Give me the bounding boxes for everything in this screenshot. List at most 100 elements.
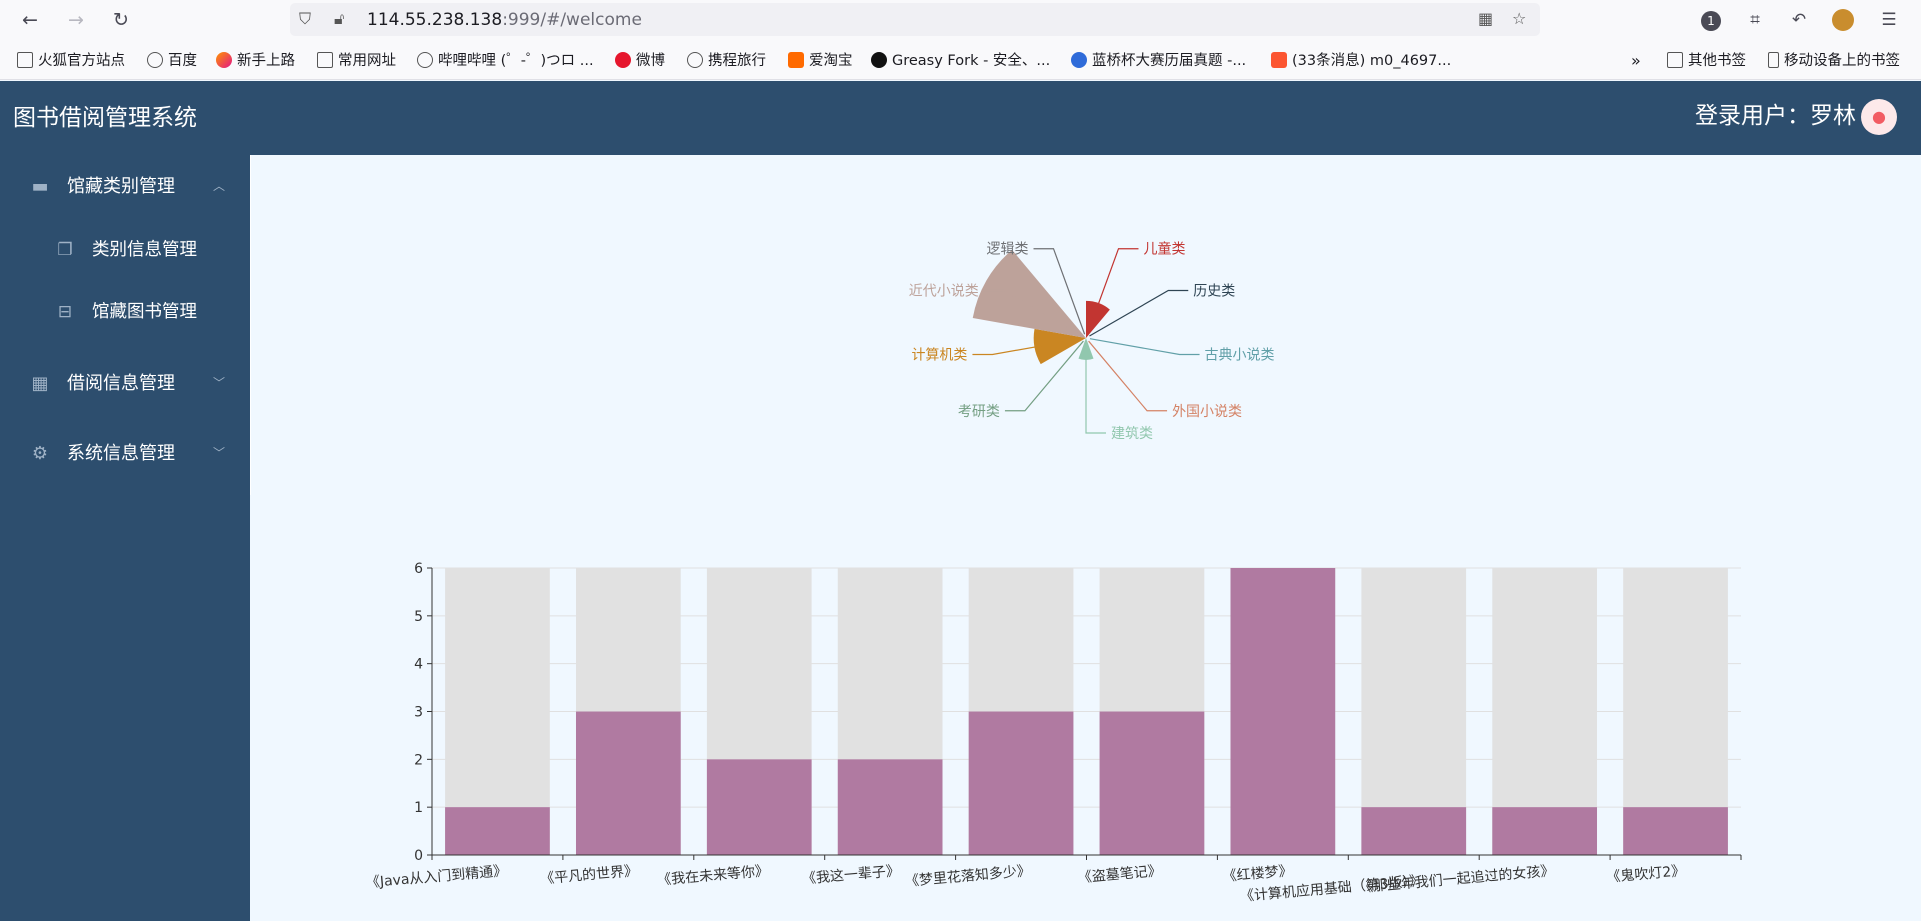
extension-badge-icon[interactable]: 1 [1698, 7, 1724, 33]
overflow-chevron-icon[interactable]: » [1631, 51, 1641, 70]
mobile-bookmarks-folder[interactable]: 移动设备上的书签 [1768, 48, 1900, 74]
submenu-label: 类别信息管理 [92, 240, 197, 260]
pie-label-line-1 [1089, 289, 1189, 337]
bar-5[interactable] [1099, 711, 1205, 856]
pie-label-line-4 [1085, 342, 1106, 434]
y-tick-label-4: 4 [414, 657, 423, 673]
bar-8[interactable] [1492, 807, 1598, 855]
menu-borrow-info[interactable]: ▦ 借阅信息管理 ﹀ [0, 352, 250, 417]
grid-icon: ▦ [31, 373, 49, 394]
copy-icon: ❐ [57, 240, 73, 260]
forward-arrow-icon[interactable]: → [68, 9, 84, 31]
chevron-down-icon: ﹀ [212, 446, 225, 460]
tampermonkey-icon[interactable] [1830, 7, 1856, 33]
y-tick-label-0: 0 [414, 848, 423, 864]
bookmark-item[interactable]: 微博 [615, 48, 665, 74]
x-category-label-9: 《鬼吹灯2》 [1606, 863, 1686, 886]
pie-label-0: 儿童类 [1143, 241, 1185, 258]
bookmark-label: 携程旅行 [708, 53, 766, 69]
folder-icon [317, 52, 333, 68]
menu-label: 馆藏类别管理 [67, 176, 175, 197]
menu-system-info[interactable]: ⚙ 系统信息管理 ﹀ [0, 422, 250, 487]
greasyfork-icon [871, 52, 887, 68]
bar-6[interactable] [1230, 568, 1336, 855]
bookmark-label: 常用网址 [338, 53, 396, 69]
pie-label-4: 建筑类 [1111, 426, 1153, 442]
bookmark-item[interactable]: 蓝桥杯大赛历届真题 -... [1071, 48, 1246, 74]
y-tick-label-1: 1 [414, 800, 423, 816]
bookmark-label: 其他书签 [1688, 53, 1746, 69]
pie-slice-7[interactable] [972, 249, 1086, 338]
bookmark-label: 爱淘宝 [809, 53, 853, 69]
reload-icon[interactable]: ↻ [113, 9, 129, 31]
extension-badge-count: 1 [1701, 11, 1721, 31]
bookmark-item[interactable]: (33条消息) m0_4697... [1271, 48, 1451, 74]
bookmark-item[interactable]: 爱淘宝 [788, 48, 853, 74]
taobao-icon [788, 52, 804, 68]
browser-toolbar: ← → ↻ ⛉ 🔓︎ 114.55.238.138:999/#/welcome … [0, 0, 1921, 80]
bar-3[interactable] [837, 759, 943, 855]
menu-label: 借阅信息管理 [67, 373, 175, 394]
back-arrow-icon[interactable]: ← [22, 9, 38, 31]
y-tick-label-6: 6 [414, 561, 423, 577]
y-tick-label-2: 2 [414, 752, 423, 768]
bookmark-item[interactable]: 新手上路 [216, 48, 295, 74]
mobile-device-icon [1768, 52, 1779, 68]
pie-label-7: 近代小说类 [909, 284, 979, 300]
insecure-lock-icon[interactable]: 🔓︎ [334, 9, 345, 28]
bar-9[interactable] [1623, 807, 1728, 855]
bar-4[interactable] [968, 711, 1074, 856]
bookmark-item[interactable]: 百度 [147, 48, 197, 74]
sidebar-divider [250, 155, 251, 495]
app-header: 图书借阅管理系统 登录用户：罗林 ● [0, 81, 1921, 155]
submenu-collection-books[interactable]: ⊟ 馆藏图书管理 [0, 282, 250, 344]
url-bar[interactable]: ⛉ 🔓︎ 114.55.238.138:999/#/welcome ▦ ☆ [290, 3, 1540, 36]
pie-label-line-6 [972, 338, 1083, 356]
bookmark-label: 微博 [636, 53, 665, 69]
bar-0[interactable] [445, 807, 550, 855]
submenu-label: 馆藏图书管理 [92, 302, 197, 322]
bookmark-label: Greasy Fork - 安全、... [892, 53, 1051, 69]
bookmark-folder[interactable]: 火狐官方站点 [17, 48, 125, 74]
globe-icon [687, 52, 703, 68]
menu-collection-category[interactable]: ▬ 馆藏类别管理 ︿ [0, 155, 250, 220]
url-host: 114.55.238.138 [367, 10, 503, 30]
bookmark-item[interactable]: Greasy Fork - 安全、... [871, 48, 1050, 74]
folder-icon [1667, 52, 1683, 68]
bookmark-item[interactable]: 携程旅行 [687, 48, 766, 74]
pie-label-5: 考研类 [958, 404, 1000, 420]
firefox-icon [216, 52, 232, 68]
lanqiao-icon [1071, 52, 1087, 68]
x-category-label-4: 《梦里花落知多少》 [904, 862, 1031, 890]
bookmark-folder[interactable]: 常用网址 [317, 48, 396, 74]
bookmark-item[interactable]: 哔哩哔哩 (゜-゜)つロ ... [417, 48, 594, 74]
pie-label-line-8 [1033, 248, 1086, 335]
bar-chart: 0 1 2 3 4 5 6 《Java从入门到精通》 《平凡的世界》 《我在未来等你》 《我这一辈子… [365, 561, 1742, 905]
crop-icon[interactable]: ⌗ [1750, 10, 1760, 30]
navigation-row: ← → ↻ ⛉ 🔓︎ 114.55.238.138:999/#/welcome … [0, 0, 1921, 40]
bar-1[interactable] [575, 711, 681, 856]
bookmarks-bar: 火狐官方站点 百度 新手上路 常用网址 哔哩哔哩 (゜-゜)つロ ... 微博 … [0, 48, 1921, 74]
weibo-icon [615, 52, 631, 68]
bar-7[interactable] [1361, 807, 1467, 855]
bar-2[interactable] [706, 759, 812, 855]
inbox-icon: ⊟ [57, 302, 73, 322]
pie-label-2: 古典小说类 [1205, 347, 1275, 363]
pie-label-3: 外国小说类 [1172, 404, 1242, 420]
pie-label-line-5 [1004, 340, 1084, 412]
other-bookmarks-folder[interactable]: 其他书签 [1667, 48, 1746, 74]
submenu-category-info[interactable]: ❐ 类别信息管理 [0, 220, 250, 282]
qr-code-icon[interactable]: ▦ [1478, 9, 1494, 28]
shield-icon[interactable]: ⛉ [299, 9, 312, 28]
url-text[interactable]: 114.55.238.138:999/#/welcome [367, 10, 642, 30]
user-avatar-icon[interactable]: ● [1861, 99, 1897, 135]
pie-label-line-0 [1086, 248, 1139, 335]
pie-slice-0[interactable] [1086, 300, 1110, 338]
pie-slice-6[interactable] [1033, 328, 1086, 365]
menu-hamburger-icon[interactable]: ☰ [1881, 10, 1897, 30]
y-tick-label-5: 5 [414, 609, 423, 625]
bookmark-star-icon[interactable]: ☆ [1512, 9, 1527, 28]
url-path: :999/#/welcome [502, 10, 642, 30]
undo-arrow-icon[interactable]: ↶ [1791, 10, 1807, 30]
